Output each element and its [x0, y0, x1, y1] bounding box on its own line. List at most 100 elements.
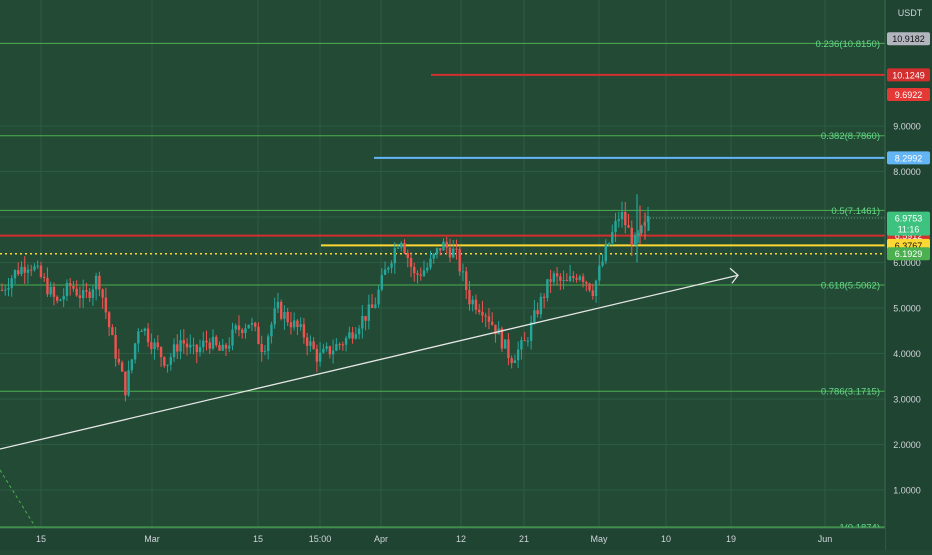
candle-body: [309, 341, 312, 346]
candle-body: [481, 311, 484, 316]
candle-body: [179, 340, 182, 352]
time-tick-label: Apr: [374, 534, 388, 544]
candle-body: [94, 275, 98, 290]
candle-body: [189, 344, 192, 348]
candle-body: [526, 340, 530, 342]
candle-body: [477, 309, 481, 312]
svg-text:6.5912: 6.5912: [895, 231, 923, 241]
candle-body: [452, 248, 455, 258]
trendline[interactable]: [0, 267, 739, 529]
candle-body: [572, 276, 575, 278]
candle-body: [533, 310, 536, 323]
candle-body: [7, 287, 10, 290]
candle-body: [429, 258, 432, 268]
candle-body: [250, 322, 254, 325]
candle-body: [487, 316, 491, 322]
candle-body: [367, 304, 371, 321]
candle-body: [234, 325, 237, 330]
candle-body: [588, 283, 591, 291]
candle-body: [23, 266, 26, 273]
candle-body: [279, 301, 283, 319]
candle-body: [578, 276, 582, 280]
candle-body: [211, 336, 215, 349]
svg-text:6.1929: 6.1929: [895, 249, 923, 259]
candle-body: [335, 344, 338, 351]
candle-body: [539, 296, 543, 315]
candle-body: [432, 254, 435, 259]
candle-body: [419, 274, 422, 276]
price-tag: 10.9182: [887, 32, 930, 46]
candle-body: [153, 342, 156, 350]
candle-body: [75, 288, 78, 296]
candle-body: [276, 301, 280, 309]
candle-body: [322, 348, 325, 353]
time-tick-label: 15: [36, 534, 46, 544]
candle-body: [617, 219, 620, 222]
candle-body: [10, 278, 13, 288]
candle-body: [202, 340, 205, 348]
candle-body: [490, 321, 494, 325]
candle-body: [338, 344, 341, 346]
candles: [0, 194, 650, 402]
candle-body: [198, 347, 202, 353]
candle-body: [536, 310, 539, 315]
candle-body: [344, 338, 348, 345]
candle-body: [241, 329, 244, 334]
price-tick-label: 8.0000: [893, 167, 921, 177]
candle-body: [205, 340, 208, 343]
price-tick-label: 5.0000: [893, 304, 921, 314]
candle-body: [231, 329, 234, 346]
candle-body: [484, 315, 487, 317]
candle-body: [273, 308, 276, 325]
candle-body: [370, 304, 374, 308]
candle-body: [296, 320, 299, 328]
candle-body: [163, 357, 166, 366]
level-lines: 0.236(10.8150) 0.382(8.7860) 0.5(7.1461) 0.…: [0, 39, 885, 533]
price-tick-label: 1.0000: [893, 486, 921, 496]
candle-body: [195, 344, 198, 353]
candle-body: [62, 295, 65, 300]
candle-body: [185, 343, 189, 348]
candle-body: [387, 267, 390, 270]
time-axis[interactable]: 15 Mar 15 15:00 Apr 12 21 May 10 19 Jun: [0, 527, 885, 550]
candle-body: [555, 273, 559, 277]
candle-body: [39, 265, 43, 277]
candle-body: [585, 281, 588, 284]
candle-body: [331, 350, 335, 355]
candle-body: [218, 345, 221, 351]
candle-body: [17, 270, 20, 275]
fib-level-label: 0.618(5.5062): [821, 280, 880, 291]
candle-body: [169, 357, 173, 365]
candle-body: [471, 299, 474, 305]
candle-body: [302, 324, 306, 338]
candle-body: [224, 344, 228, 349]
candle-body: [646, 216, 650, 223]
candle-body: [182, 340, 185, 344]
trendline-line[interactable]: [0, 274, 739, 450]
candle-body: [124, 371, 127, 396]
candle-body: [143, 328, 147, 331]
candle-body: [65, 283, 69, 296]
candle-body: [244, 328, 247, 334]
candle-body: [20, 266, 23, 275]
candle-body: [111, 327, 114, 336]
candle-body: [215, 336, 218, 346]
candle-body: [383, 269, 387, 275]
candle-body: [150, 342, 153, 350]
candle-body: [176, 344, 179, 352]
candle-body: [474, 299, 478, 310]
price-tag: 8.2992: [887, 151, 930, 165]
candle-body: [581, 276, 585, 282]
candle-body: [620, 211, 624, 220]
grid: [0, 0, 885, 528]
candle-body: [546, 279, 549, 298]
candle-body: [299, 324, 302, 328]
price-axis[interactable]: USDT 1.0000 2.0000 3.0000 4.0000 5.0000 6.000…: [884, 0, 932, 550]
candle-body: [503, 339, 507, 349]
candle-body: [237, 325, 241, 330]
price-tag: 6.1929: [887, 247, 930, 261]
time-axis-background: [0, 528, 885, 550]
candle-body: [68, 283, 72, 287]
